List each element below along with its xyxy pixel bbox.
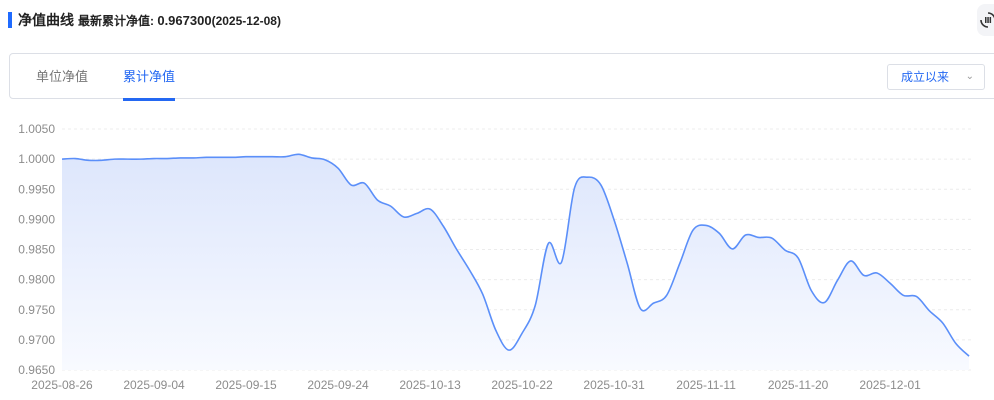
nav-area [62,154,969,370]
section-title: 净值曲线 [18,12,74,28]
y-tick-label: 0.9750 [18,303,55,317]
nav-line [61,153,970,357]
x-tick-label: 2025-11-20 [768,378,829,392]
nav-chart: 1.0050 1.0000 0.9950 0.9900 0.9850 0.9800 0.97… [18,122,972,392]
x-tick-label: 2025-09-24 [307,378,369,392]
y-tick-label: 1.0000 [18,152,55,166]
latest-nav-label: 最新累计净值: [78,13,158,28]
latest-nav-value: 0.967300 [157,12,212,28]
y-tick-label: 0.9800 [18,273,55,287]
tab-cumulative-nav[interactable]: 累计净值 [123,54,176,101]
refresh-pause-icon [980,12,994,28]
y-tick-label: 1.0050 [18,122,55,136]
y-tick-label: 0.9650 [18,363,55,377]
x-tick-label: 2025-12-01 [859,378,921,392]
x-tick-label: 2025-10-22 [491,378,553,392]
y-tick-label: 0.9950 [18,182,55,196]
x-tick-label: 2025-08-26 [31,378,93,392]
range-select-value: 成立以来 [901,70,950,84]
refresh-button[interactable] [977,4,994,36]
tab-unit-nav[interactable]: 单位净值 [36,69,89,84]
x-tick-label: 2025-09-04 [123,378,185,392]
x-tick-label: 2025-10-31 [583,378,645,392]
y-tick-label: 0.9900 [18,212,55,226]
x-tick-label: 2025-10-13 [399,378,461,392]
tab-bar: 单位净值 累计净值 成立以来 ⌄ [9,53,994,101]
x-tick-label: 2025-09-15 [215,378,277,392]
section-header: 净值曲线 最新累计净值: 0.967300(2025-12-08) [8,10,281,30]
title-accent-bar [8,12,12,28]
latest-nav: 最新累计净值: 0.967300(2025-12-08) [78,12,281,29]
range-select[interactable]: 成立以来 ⌄ [887,64,985,90]
y-tick-label: 0.9700 [18,333,55,347]
x-tick-label: 2025-11-11 [676,378,736,392]
y-tick-label: 0.9850 [18,243,55,257]
latest-nav-date: (2025-12-08) [211,13,281,28]
chevron-down-icon: ⌄ [965,71,974,82]
